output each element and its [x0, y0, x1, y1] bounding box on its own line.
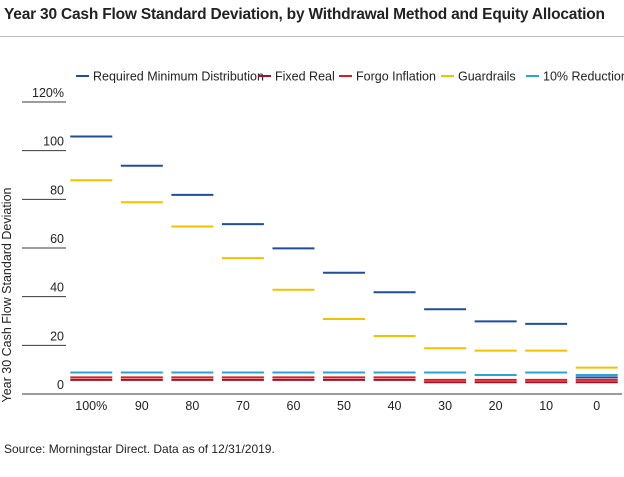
- legend-item: Guardrails: [441, 70, 516, 84]
- series-required-minimum-distribution: [70, 135, 618, 379]
- y-tick-label: 0: [57, 378, 64, 392]
- data-marks: [70, 135, 618, 384]
- y-axis-label: Year 30 Cash Flow Standard Deviation: [0, 187, 14, 402]
- series-10-reduction: [70, 371, 618, 376]
- legend-item: Required Minimum Distribution: [76, 70, 264, 84]
- x-tick-label: 50: [337, 399, 351, 413]
- x-tick-label: 70: [236, 399, 250, 413]
- source-note: Source: Morningstar Direct. Data as of 1…: [4, 442, 275, 456]
- series-guardrails: [70, 179, 618, 369]
- x-tick-label: 30: [438, 399, 452, 413]
- legend-label: Guardrails: [458, 70, 516, 84]
- y-axis: 0 20 40 60 80 100 120%: [22, 86, 66, 395]
- y-tick-label: 60: [50, 232, 64, 246]
- x-tick-label: 20: [489, 399, 503, 413]
- series-fixed-real: [70, 378, 618, 384]
- y-tick-label: 100: [43, 135, 64, 149]
- legend-label: Required Minimum Distribution: [93, 70, 264, 84]
- x-tick-label: 80: [185, 399, 199, 413]
- legend-item: 10% Reduction: [526, 70, 624, 84]
- x-axis: 100% 90 80 70 60 50 40 30 20 10 0: [66, 393, 622, 413]
- legend-item: Fixed Real: [258, 70, 335, 84]
- y-tick-label: 120%: [32, 86, 64, 100]
- y-tick-label: 20: [50, 329, 64, 343]
- x-tick-label: 100%: [75, 399, 107, 413]
- x-tick-label: 90: [135, 399, 149, 413]
- legend-label: Forgo Inflation: [356, 70, 436, 84]
- legend: Required Minimum Distribution Fixed Real F…: [76, 70, 624, 84]
- title-divider: [0, 36, 624, 37]
- x-tick-label: 10: [539, 399, 553, 413]
- legend-item: Forgo Inflation: [339, 70, 436, 84]
- x-tick-label: 60: [287, 399, 301, 413]
- y-tick-label: 80: [50, 183, 64, 197]
- legend-label: 10% Reduction: [543, 70, 624, 84]
- y-tick-label: 40: [50, 281, 64, 295]
- x-tick-label: 40: [388, 399, 402, 413]
- chart-title: Year 30 Cash Flow Standard Deviation, by…: [4, 6, 605, 23]
- series-forgo-inflation: [70, 376, 618, 381]
- legend-label: Fixed Real: [275, 70, 335, 84]
- x-tick-label: 0: [593, 399, 600, 413]
